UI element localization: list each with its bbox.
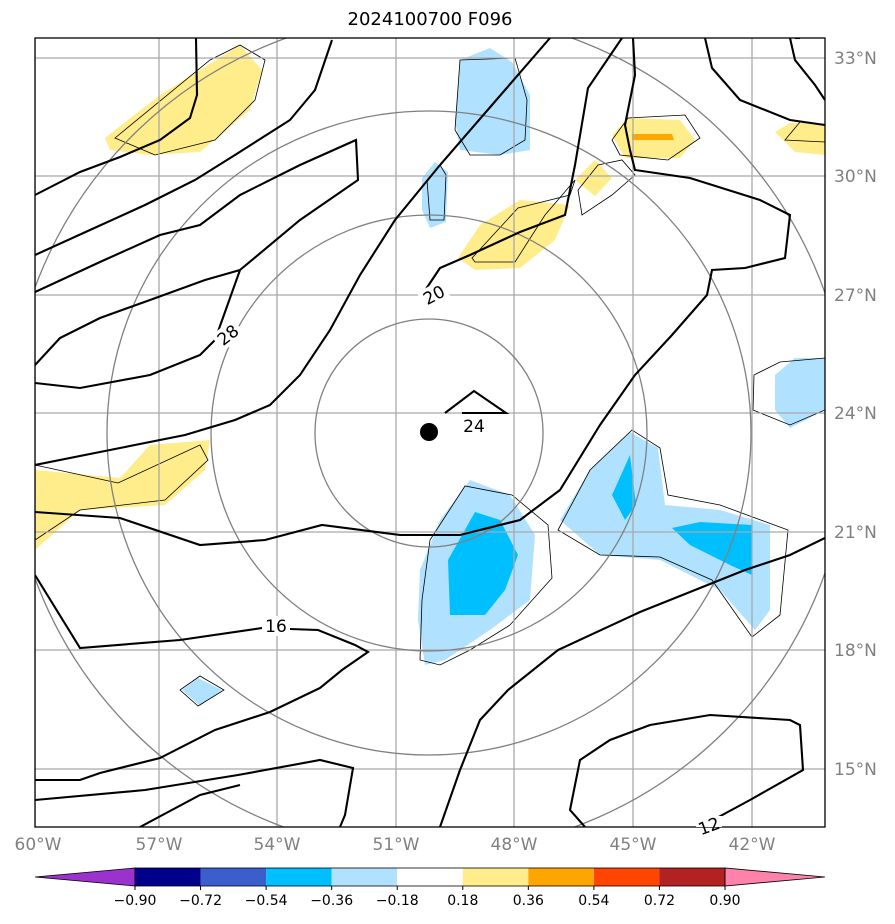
lon-label-45w: 45°W [610,835,657,855]
lon-label-60w: 60°W [15,835,62,855]
lat-label-33n: 33°N [834,49,877,69]
longitude-labels: 60°W 57°W 54°W 51°W 48°W 45°W 42°W [15,835,776,855]
colorbar-segment [528,868,594,886]
contour-label-24: 24 [463,417,485,437]
colorbar-segment [200,868,267,886]
distance-rings [35,38,825,827]
colorbar-segment [266,868,332,886]
colorbar-segment [135,868,201,886]
colorbar-segment [462,868,529,886]
colorbar: −0.90 −0.72 −0.54 −0.36 −0.18 0.18 0.36 0.54 0.7… [34,867,826,909]
colorbar-outline [134,867,726,887]
colorbar-tick-label: −0.90 [114,893,157,909]
colorbar-tick-label: −0.36 [310,893,353,909]
lon-label-51w: 51°W [373,835,420,855]
lon-label-54w: 54°W [254,835,301,855]
colorbar-tick-label: −0.72 [179,893,222,909]
colorbar-tick-label: 0.36 [513,893,544,909]
lat-label-30n: 30°N [834,167,877,187]
main-contours [35,38,825,827]
lat-label-27n: 27°N [834,286,877,306]
colorbar-segment [331,868,398,886]
storm-center-dot [420,423,438,441]
lat-label-18n: 18°N [834,641,877,661]
lon-label-57w: 57°W [136,835,183,855]
latitude-labels: 33°N 30°N 27°N 24°N 21°N 18°N 15°N [834,49,877,780]
lat-label-21n: 21°N [834,523,877,543]
lat-label-15n: 15°N [834,760,877,780]
colorbar-extension-low [34,867,136,887]
lon-label-42w: 42°W [729,835,776,855]
colorbar-tick-label: 0.90 [709,893,740,909]
lat-label-24n: 24°N [834,404,877,424]
lon-label-48w: 48°W [491,835,538,855]
shading-negative [182,48,825,706]
colorbar-segment [397,868,463,886]
colorbar-extension-high [724,867,826,887]
colorbar-segment [593,868,660,886]
colorbar-tick-label: 0.18 [447,893,478,909]
map-frame [34,37,826,828]
colorbar-segment [659,868,725,886]
contour-label-16: 16 [265,617,287,637]
colorbar-tick-label: −0.54 [245,893,288,909]
map-title: 2024100700 F096 [347,9,513,30]
colorbar-tick-label: −0.18 [376,893,419,909]
colorbar-tick-label: 0.72 [644,893,675,909]
shading-positive [35,45,825,550]
colorbar-tick-label: 0.54 [578,893,609,909]
